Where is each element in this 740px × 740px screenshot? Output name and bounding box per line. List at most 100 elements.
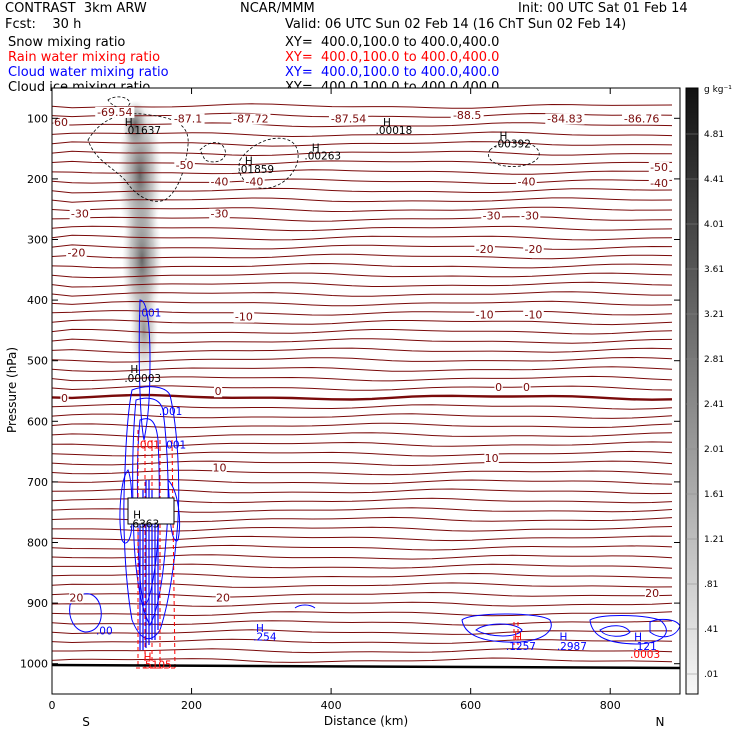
isotherm-line [52, 657, 673, 663]
extremum-label: .254 [253, 632, 277, 644]
temp-label-bg [644, 588, 660, 600]
temp-label-bg [231, 113, 271, 125]
isotherm-line [52, 488, 673, 495]
extremum-label: .00018 [376, 125, 413, 137]
isotherm-label: 20 [69, 591, 83, 604]
colorbar-ticks: 4.81 4.41 4.01 3.61 3.21 2.81 2.41 2.01 1.61 1.21… [686, 130, 724, 680]
surface-line [52, 663, 680, 670]
isotherm-line [52, 385, 673, 391]
extremum-label: .00 [96, 626, 113, 638]
isotherm-label: -40 [245, 176, 263, 189]
temp-label-bg [523, 309, 544, 321]
colorbar-label: 4.41 [704, 175, 724, 185]
extremum-label: .001 [159, 406, 182, 418]
extremum-label: H [312, 143, 320, 155]
isotherm-line [52, 450, 673, 457]
temp-label-bg [648, 177, 670, 189]
field-cloudwater-name: Cloud water mixing ratio [8, 65, 169, 80]
temp-label-bg [474, 243, 495, 255]
isotherm-label: -20 [476, 243, 494, 256]
isotherm-line [52, 356, 673, 363]
extremum-label: H [500, 131, 508, 143]
y-tick-label: 600 [27, 415, 48, 428]
isotherm-line [52, 366, 673, 372]
extremum-label: .001 [138, 307, 161, 319]
isotherm-line [52, 187, 673, 194]
colorbar-label: .41 [704, 625, 718, 635]
isotherm-line [52, 310, 673, 316]
isotherm-line [52, 197, 673, 203]
x-axis: 0 200 400 600 800 [49, 88, 621, 712]
isotherm-label: -40 [210, 176, 228, 189]
temp-label-bg [212, 462, 227, 474]
center-label: NCAR/MMM [240, 1, 315, 16]
extremum-label: .2987 [557, 641, 587, 653]
y-tick-label: 200 [27, 173, 48, 186]
isotherm-label: 10 [485, 452, 499, 465]
temp-label-bg [622, 113, 662, 125]
x-tick-label: 800 [600, 699, 621, 712]
isotherm-label: -30 [483, 210, 501, 223]
colorbar-unit: g kg⁻¹ [704, 85, 732, 95]
isotherm-line [52, 460, 673, 467]
y-tick-label: 100 [27, 112, 48, 125]
field-snow-xy: XY= 400.0,100.0 to 400.0,400.0 [285, 35, 500, 50]
colorbar-label: .01 [704, 670, 718, 680]
isotherm-line [52, 253, 673, 260]
colorbar-label: .81 [704, 580, 718, 590]
init-time: Init: 00 UTC Sat 01 Feb 14 [518, 1, 688, 16]
isotherm-label: -40 [650, 177, 668, 190]
isotherm-line [52, 206, 673, 213]
extremum-label: .01859 [237, 164, 274, 176]
colorbar-label: 1.61 [704, 490, 724, 500]
isotherm-label: 20 [216, 591, 230, 604]
isotherm-line [52, 432, 673, 438]
temp-label-bg [519, 210, 541, 222]
temp-label-bg [215, 592, 231, 604]
colorbar-label: 3.61 [704, 265, 724, 275]
temp-label-bg [516, 176, 537, 188]
y-axis-label: Pressure (hPa) [5, 347, 19, 433]
temp-label-bg [174, 160, 195, 172]
isotherm-line [52, 262, 673, 269]
field-snow-name: Snow mixing ratio [8, 35, 126, 50]
isotherm-line [52, 178, 673, 184]
isotherm-label: -20 [524, 243, 542, 256]
colorbar-label: 2.01 [704, 445, 724, 455]
isotherm-line [52, 141, 673, 147]
temp-label-bg [209, 208, 230, 220]
temp-label-bg [171, 113, 205, 125]
isotherm-line [52, 103, 673, 109]
isotherm-line [52, 638, 673, 644]
isotherm-line [52, 375, 673, 382]
south-label: S [82, 715, 90, 729]
core-label-box [127, 497, 175, 525]
plot-frame [51, 87, 681, 695]
north-label: N [656, 715, 665, 729]
isotherm-label: 0 [215, 385, 222, 398]
isotherm-line [52, 441, 673, 448]
field-rain-xy: XY= 400.0,100.0 to 400.0,400.0 [285, 50, 500, 65]
isotherm-label: 0 [495, 381, 502, 394]
isotherm-line [52, 479, 673, 485]
isotherm-label: -20 [67, 246, 85, 259]
isotherm-line [52, 244, 673, 250]
temp-label-bg [522, 382, 531, 393]
field-rain-name: Rain water mixing ratio [8, 50, 161, 65]
temp-label-bg [523, 243, 544, 255]
temp-label-bg [648, 162, 670, 174]
isotherm-label: -30 [71, 208, 89, 221]
temp-label-bg [494, 382, 503, 393]
extremum-label: 001 [166, 440, 186, 452]
isotherm-line [52, 413, 673, 419]
isotherm-label: 20 [645, 587, 659, 600]
isotherm-line [52, 131, 673, 138]
temp-label-bg [328, 113, 369, 125]
x-tick-label: 600 [460, 699, 481, 712]
extremum-label: H [125, 117, 133, 129]
extremum-label: .001 [137, 440, 160, 452]
temp-label-bg [484, 452, 499, 464]
isotherm-label: -40 [518, 176, 536, 189]
isotherm-label: 10 [212, 462, 226, 475]
extremum-label: .00392 [494, 138, 531, 150]
